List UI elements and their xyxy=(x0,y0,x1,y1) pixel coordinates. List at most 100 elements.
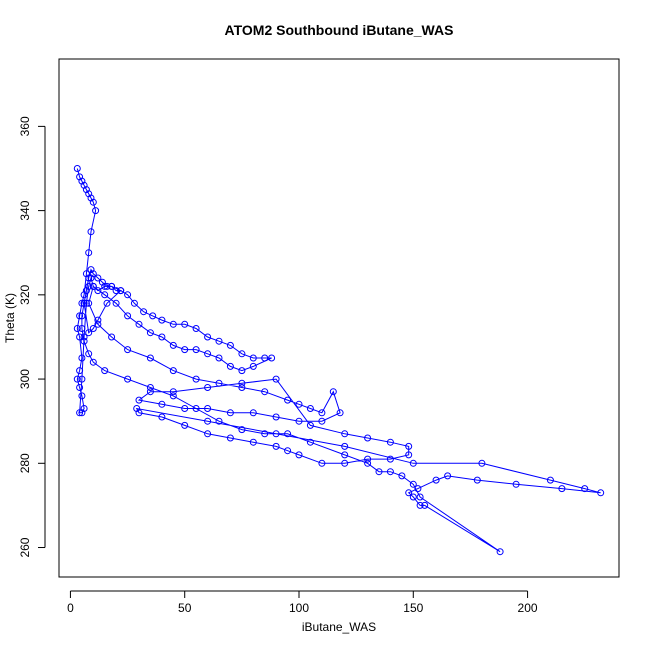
data-point xyxy=(85,299,93,307)
y-tick-label: 300 xyxy=(18,369,32,389)
data-point xyxy=(405,451,413,459)
y-tick-label: 360 xyxy=(18,116,32,136)
data-point xyxy=(546,476,554,484)
data-point xyxy=(597,489,605,497)
data-point xyxy=(80,405,88,412)
data-point xyxy=(181,405,189,412)
data-point xyxy=(82,287,90,295)
data-point xyxy=(414,485,422,493)
data-point xyxy=(89,198,97,206)
data-point xyxy=(226,434,234,442)
data-point xyxy=(169,341,177,349)
data-point xyxy=(238,379,246,387)
data-point xyxy=(76,333,84,341)
series-line xyxy=(76,168,601,553)
data-point xyxy=(149,312,157,320)
data-point xyxy=(181,421,189,429)
x-axis-label: iButane_WAS xyxy=(302,620,376,634)
data-point xyxy=(87,266,95,274)
x-axis: 0 50 100 150 200 xyxy=(67,590,538,615)
data-point xyxy=(318,409,326,417)
data-point xyxy=(112,287,120,295)
data-point xyxy=(386,455,394,463)
data-point xyxy=(398,472,406,480)
data-point xyxy=(204,350,212,358)
data-point xyxy=(444,472,452,480)
data-point xyxy=(204,417,212,425)
data-point xyxy=(124,346,132,354)
plot-area xyxy=(73,165,605,556)
data-point xyxy=(76,173,84,181)
data-point xyxy=(318,417,326,425)
data-point xyxy=(512,480,520,488)
data-point xyxy=(94,320,102,328)
data-point xyxy=(87,274,95,282)
data-point xyxy=(409,459,417,467)
data-point xyxy=(85,282,93,290)
data-point xyxy=(181,320,189,328)
data-point xyxy=(432,476,440,484)
data-point xyxy=(76,409,84,417)
data-point xyxy=(103,282,111,290)
data-point xyxy=(158,413,166,421)
data-point xyxy=(80,299,88,307)
data-point xyxy=(85,329,93,337)
data-point xyxy=(78,392,86,400)
data-point xyxy=(238,426,246,434)
data-point xyxy=(87,194,95,202)
data-point xyxy=(215,354,223,362)
data-point xyxy=(146,388,154,396)
data-point xyxy=(416,501,424,509)
data-point xyxy=(341,451,349,459)
data-point xyxy=(76,312,84,320)
data-point xyxy=(306,405,314,412)
data-point xyxy=(284,430,292,438)
x-tick-label: 0 xyxy=(67,601,74,615)
data-point xyxy=(249,409,257,417)
x-tick-label: 150 xyxy=(403,601,423,615)
data-point xyxy=(73,325,81,332)
x-tick-label: 200 xyxy=(518,601,538,615)
data-point xyxy=(124,291,132,299)
data-point xyxy=(341,459,349,467)
data-point xyxy=(215,417,223,425)
data-point xyxy=(272,413,280,421)
data-point xyxy=(306,438,314,446)
data-point xyxy=(108,333,116,341)
data-point xyxy=(215,337,223,345)
data-point xyxy=(78,312,86,320)
data-point xyxy=(101,282,109,290)
data-point xyxy=(295,451,303,459)
data-point xyxy=(204,333,212,341)
y-tick-label: 320 xyxy=(18,285,32,305)
data-point xyxy=(78,409,86,417)
data-point xyxy=(73,375,81,383)
data-point xyxy=(101,367,109,375)
data-point xyxy=(76,384,84,391)
data-point xyxy=(192,405,200,412)
data-point xyxy=(87,228,95,236)
data-point xyxy=(386,468,394,476)
data-point xyxy=(85,350,93,358)
data-point xyxy=(108,282,116,290)
data-point xyxy=(73,165,81,172)
data-point xyxy=(181,346,189,354)
data-point xyxy=(89,358,97,366)
data-point xyxy=(336,409,344,417)
data-point xyxy=(169,392,177,400)
data-point xyxy=(226,409,234,417)
data-point xyxy=(76,367,84,375)
data-point xyxy=(78,177,86,185)
data-point xyxy=(405,442,413,450)
data-point xyxy=(249,438,257,446)
data-point xyxy=(416,493,424,501)
data-point xyxy=(135,396,143,404)
data-point xyxy=(386,438,394,446)
data-point xyxy=(82,270,90,278)
x-tick-label: 50 xyxy=(178,601,192,615)
data-point xyxy=(82,186,90,194)
data-point xyxy=(192,375,200,383)
data-point xyxy=(478,459,486,467)
data-point xyxy=(169,367,177,375)
